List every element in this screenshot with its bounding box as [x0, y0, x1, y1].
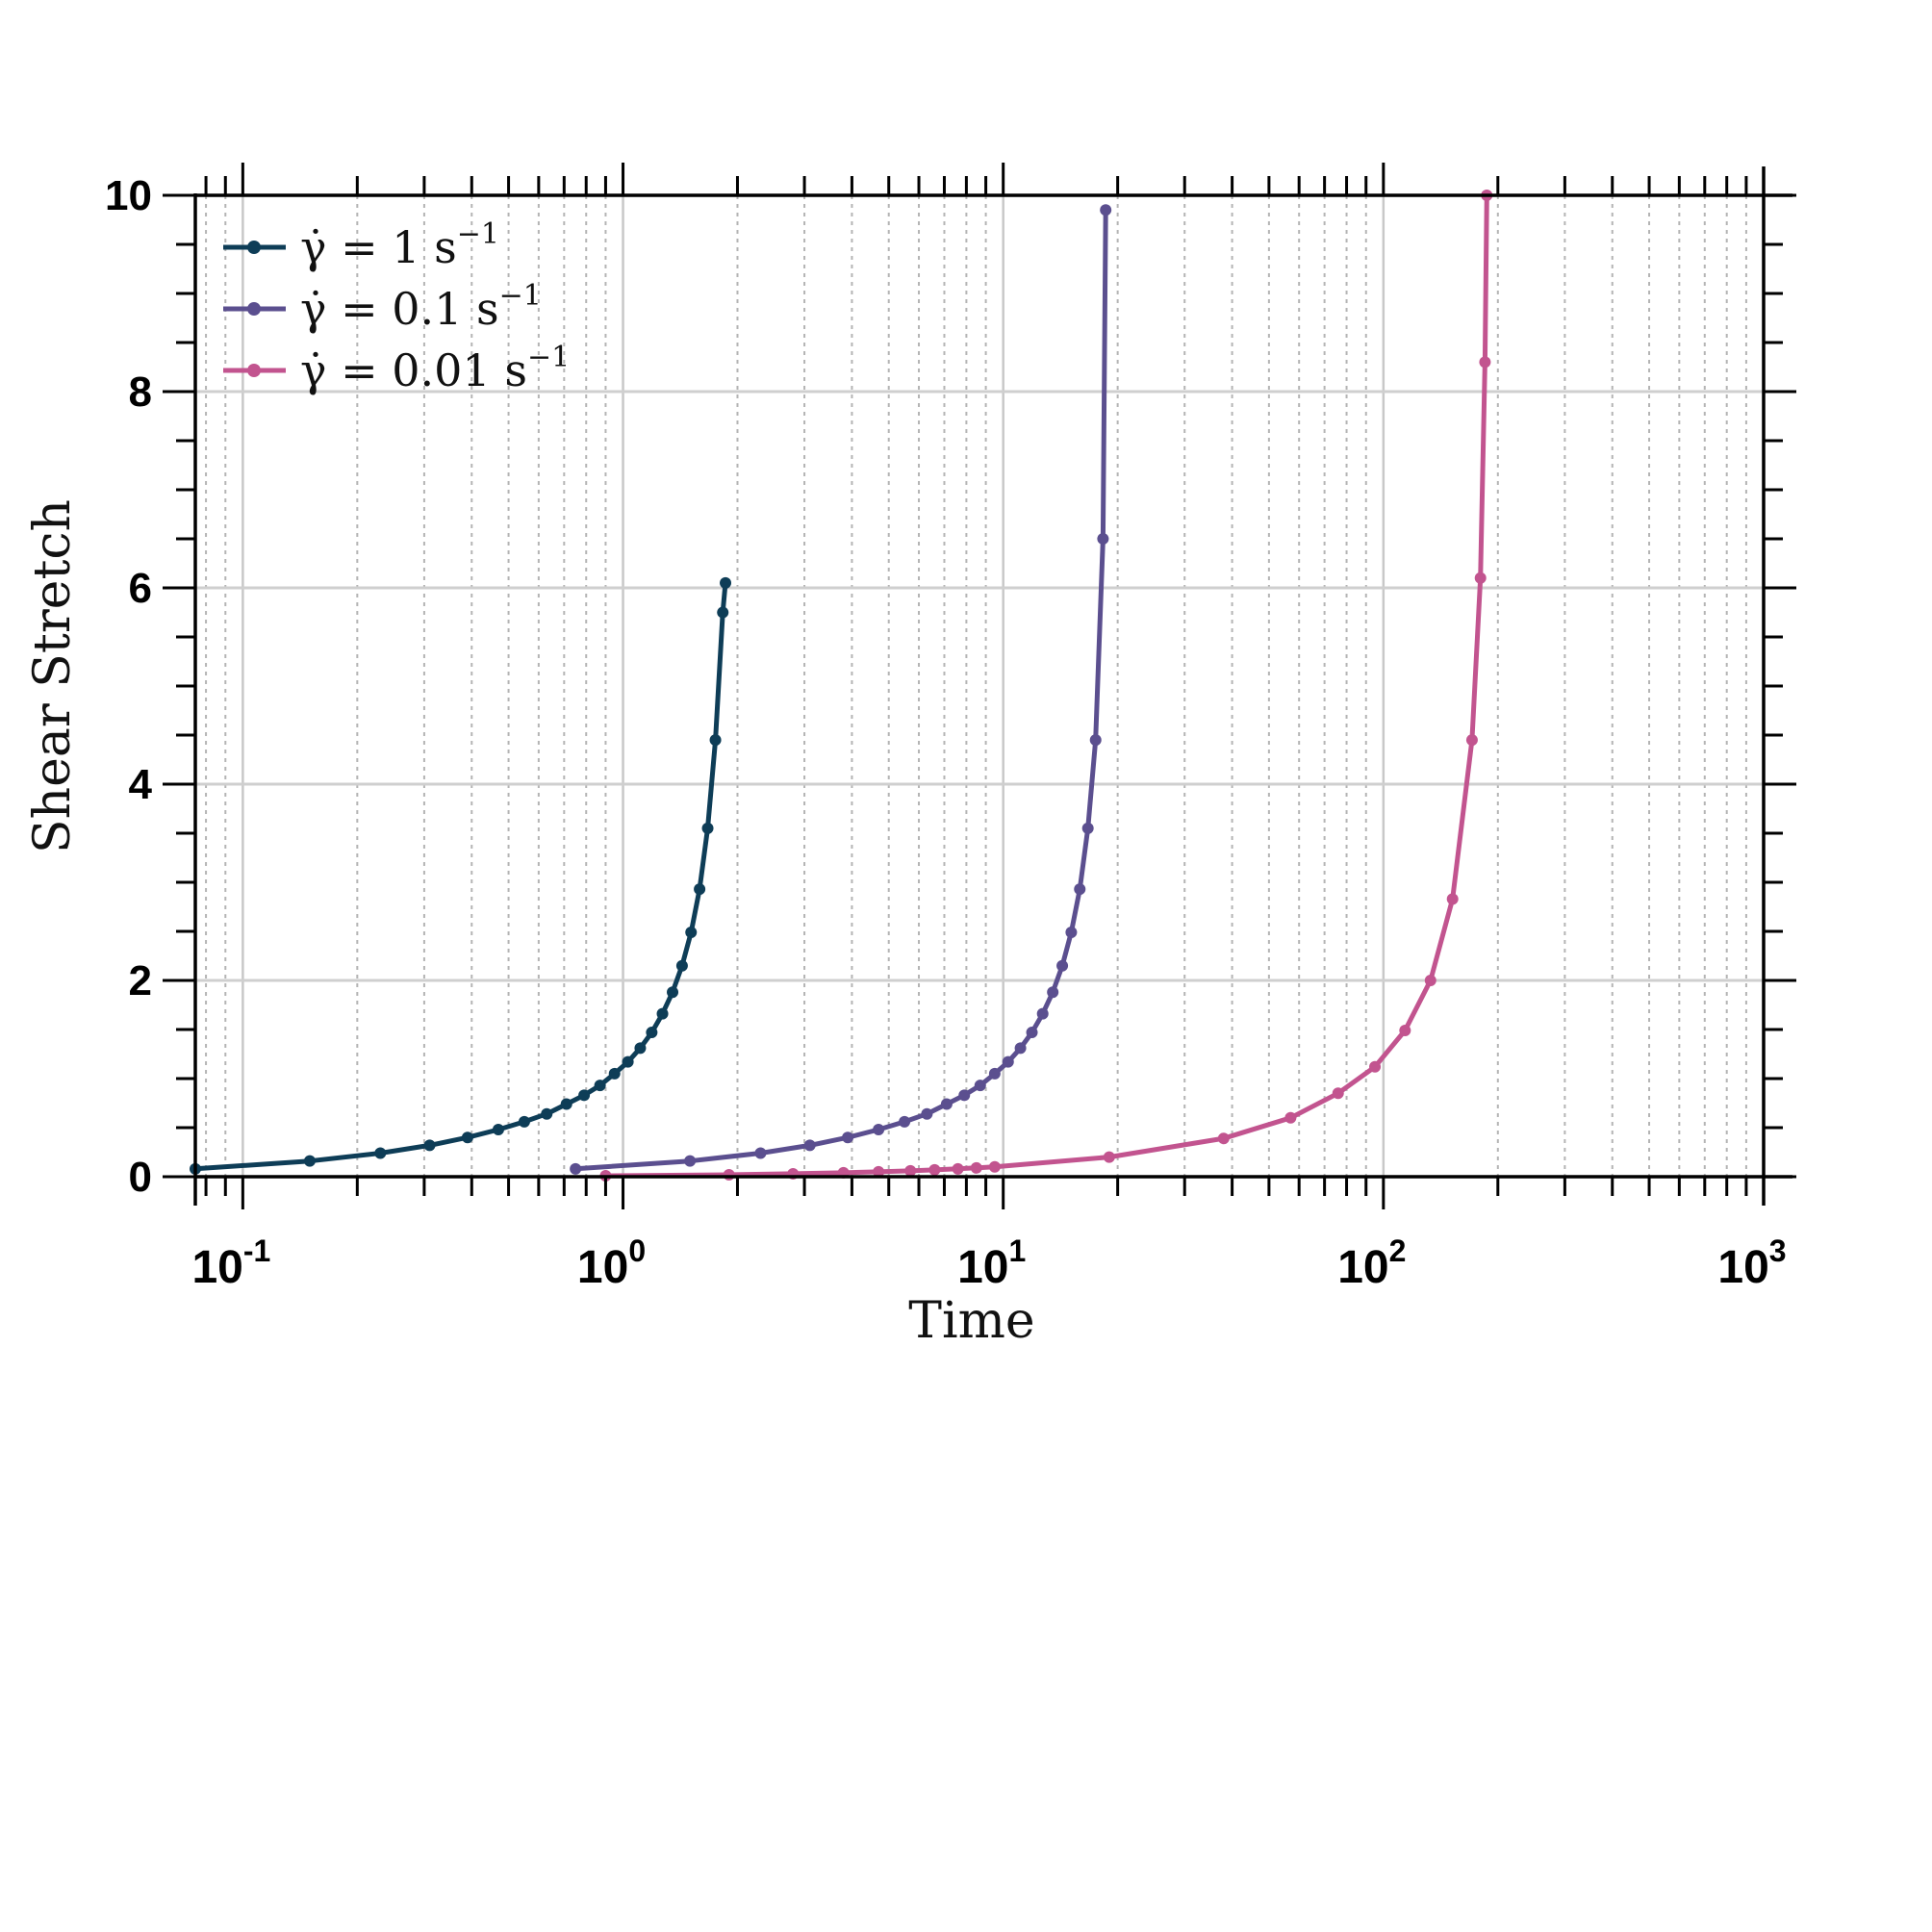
series-1: [570, 204, 1112, 1175]
data-point: [1446, 893, 1459, 905]
data-point: [873, 1124, 885, 1136]
data-point: [720, 576, 732, 589]
data-point: [1074, 883, 1086, 896]
y-tick-label: 4: [129, 761, 153, 808]
data-point: [622, 1055, 634, 1068]
data-point: [904, 1164, 917, 1177]
data-point: [803, 1139, 816, 1152]
data-point: [988, 1160, 1001, 1173]
data-point: [873, 1165, 885, 1178]
series-2: [599, 190, 1493, 1182]
x-tick-label: 10-1: [191, 1233, 270, 1293]
data-point: [461, 1131, 473, 1144]
y-tick-label: 6: [129, 565, 152, 612]
data-point: [675, 959, 688, 972]
y-axis-title: Shear Stretch: [24, 499, 82, 853]
x-tick-label: 101: [957, 1233, 1026, 1293]
data-point: [1284, 1111, 1297, 1124]
data-point: [684, 1155, 697, 1167]
data-point: [570, 1162, 582, 1175]
legend-swatch-marker: [247, 364, 261, 377]
data-point: [541, 1107, 553, 1120]
data-point: [701, 822, 714, 834]
data-point: [940, 1098, 953, 1110]
data-point: [899, 1115, 911, 1128]
data-point: [1047, 986, 1059, 999]
y-tick-label: 10: [105, 172, 152, 219]
x-tick-label: 102: [1337, 1233, 1406, 1293]
data-point: [1002, 1055, 1014, 1068]
data-point: [988, 1067, 1001, 1080]
data-point: [303, 1155, 316, 1167]
data-point: [754, 1147, 767, 1159]
data-point: [974, 1080, 986, 1092]
data-point: [594, 1080, 606, 1092]
data-point: [717, 606, 729, 619]
x-axis-title: Time: [908, 1292, 1034, 1350]
data-point: [560, 1098, 572, 1110]
data-point: [842, 1131, 854, 1144]
legend-item-0: γ̇ = 1 s−1: [223, 217, 499, 273]
axes: 0 2 4 6 8 10 10-1 100 101 102 103: [105, 163, 1796, 1293]
data-point: [685, 927, 698, 939]
series-line: [194, 582, 728, 1172]
series-line: [575, 210, 1108, 1172]
data-point: [928, 1163, 941, 1176]
data-point: [709, 734, 722, 747]
data-point: [656, 1007, 669, 1020]
data-point: [1089, 734, 1102, 747]
data-point: [1474, 572, 1487, 584]
data-point: [1103, 1151, 1115, 1163]
data-point: [921, 1107, 933, 1120]
legend-label: γ̇ = 0.01 s−1: [300, 341, 570, 396]
legend-item-2: γ̇ = 0.01 s−1: [223, 341, 570, 396]
data-point: [1081, 822, 1094, 834]
data-point: [958, 1089, 971, 1102]
data-point: [1332, 1087, 1344, 1100]
data-point: [667, 986, 679, 999]
data-point: [970, 1161, 982, 1174]
data-point: [1369, 1060, 1382, 1073]
y-tick-label: 2: [129, 957, 152, 1004]
data-point: [492, 1124, 504, 1136]
legend-swatch-marker: [247, 302, 261, 316]
x-tick-label: 103: [1717, 1233, 1786, 1293]
data-point: [723, 1168, 735, 1181]
series-0: [190, 576, 732, 1175]
data-point: [1479, 356, 1491, 369]
data-point: [1056, 959, 1069, 972]
legend-label: γ̇ = 1 s−1: [300, 217, 499, 273]
grid: [195, 195, 1764, 1177]
data-point: [1465, 734, 1478, 747]
data-point: [1399, 1025, 1411, 1037]
data-point: [1424, 975, 1436, 986]
y-tick-label: 8: [129, 369, 152, 416]
legend-item-1: γ̇ = 0.1 s−1: [223, 279, 542, 335]
data-point: [423, 1139, 436, 1152]
data-point: [1026, 1027, 1038, 1039]
data-point: [646, 1027, 658, 1039]
data-point: [634, 1042, 647, 1055]
data-point: [952, 1162, 964, 1175]
data-point: [608, 1067, 621, 1080]
data-point: [1217, 1132, 1230, 1145]
data-point: [1065, 927, 1078, 939]
legend: γ̇ = 1 s−1 γ̇ = 0.1 s−1 γ̇ = 0.01 s−1: [223, 217, 570, 396]
data-point: [1100, 204, 1112, 216]
data-point: [578, 1089, 591, 1102]
series-line: [605, 194, 1489, 1179]
data-point: [518, 1115, 530, 1128]
data-point: [1097, 533, 1109, 545]
x-tick-label: 100: [577, 1233, 646, 1293]
legend-swatch-marker: [247, 241, 261, 254]
data-point: [1036, 1007, 1049, 1020]
legend-label: γ̇ = 0.1 s−1: [300, 279, 542, 335]
y-tick-label: 0: [129, 1154, 152, 1201]
data-point: [374, 1147, 387, 1159]
data-point: [1014, 1042, 1027, 1055]
series-layer: [190, 190, 1493, 1182]
data-point: [694, 883, 706, 896]
